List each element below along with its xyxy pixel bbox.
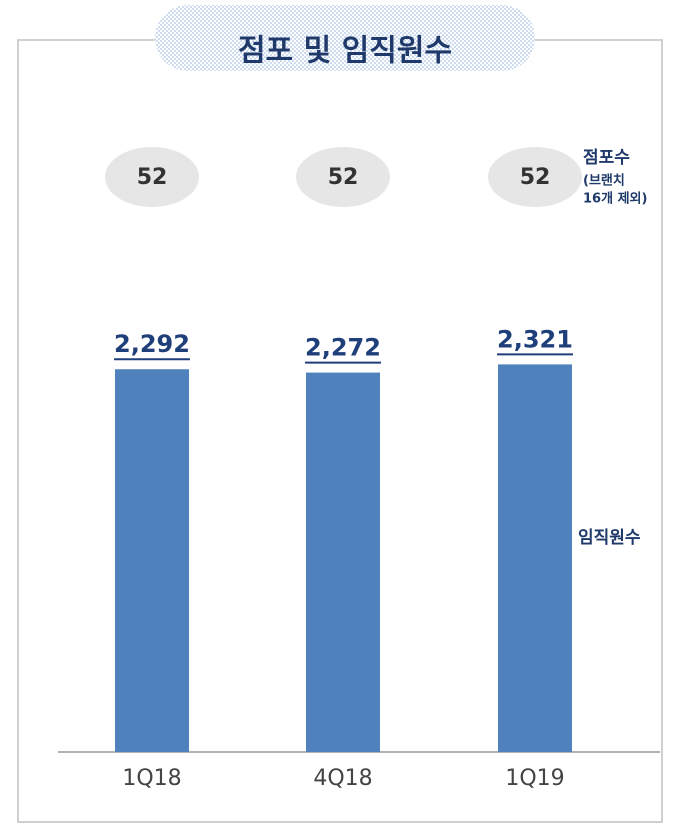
branch-bubble xyxy=(296,147,390,207)
x-tick-label: 4Q18 xyxy=(313,766,372,791)
branch-note: (브랜치 xyxy=(583,173,625,189)
branch-label: 점포수 xyxy=(583,148,630,168)
title-banner xyxy=(155,5,535,71)
x-tick-label: 1Q19 xyxy=(505,766,564,791)
employee-label: 임직원수 xyxy=(578,527,641,548)
x-tick-label: 1Q18 xyxy=(122,766,181,791)
value-label: 2,321 xyxy=(497,325,573,353)
bar xyxy=(498,364,572,752)
branch-value: 52 xyxy=(137,165,168,190)
branch-bubble xyxy=(488,147,582,207)
bar xyxy=(115,369,189,752)
branch-value: 52 xyxy=(328,165,359,190)
value-label: 2,272 xyxy=(305,334,381,362)
branch-value: 52 xyxy=(520,165,551,190)
branch-note: 16개 제외) xyxy=(583,191,647,207)
chart-title: 점포 및 임직원수 xyxy=(238,34,452,69)
branch-bubble xyxy=(105,147,199,207)
bar xyxy=(306,372,380,752)
value-label: 2,292 xyxy=(114,330,190,358)
